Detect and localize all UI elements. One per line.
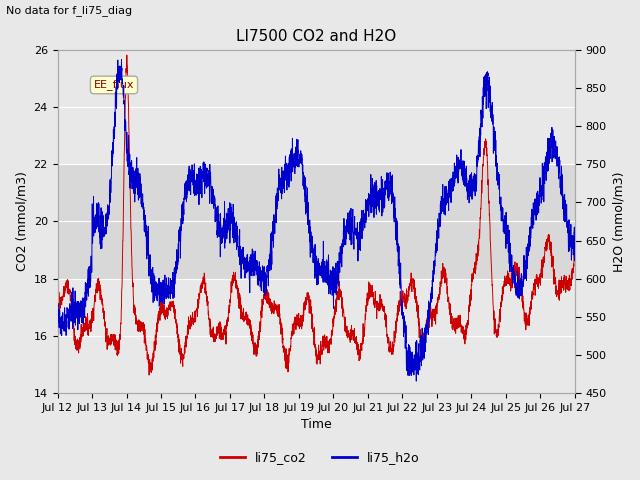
X-axis label: Time: Time [301, 419, 332, 432]
Text: No data for f_li75_diag: No data for f_li75_diag [6, 5, 132, 16]
Legend: li75_co2, li75_h2o: li75_co2, li75_h2o [215, 446, 425, 469]
Title: LI7500 CO2 and H2O: LI7500 CO2 and H2O [236, 29, 396, 44]
Y-axis label: H2O (mmol/m3): H2O (mmol/m3) [612, 171, 625, 272]
Text: EE_flux: EE_flux [93, 80, 134, 90]
Bar [58, 164, 575, 279]
Y-axis label: CO2 (mmol/m3): CO2 (mmol/m3) [15, 171, 28, 271]
